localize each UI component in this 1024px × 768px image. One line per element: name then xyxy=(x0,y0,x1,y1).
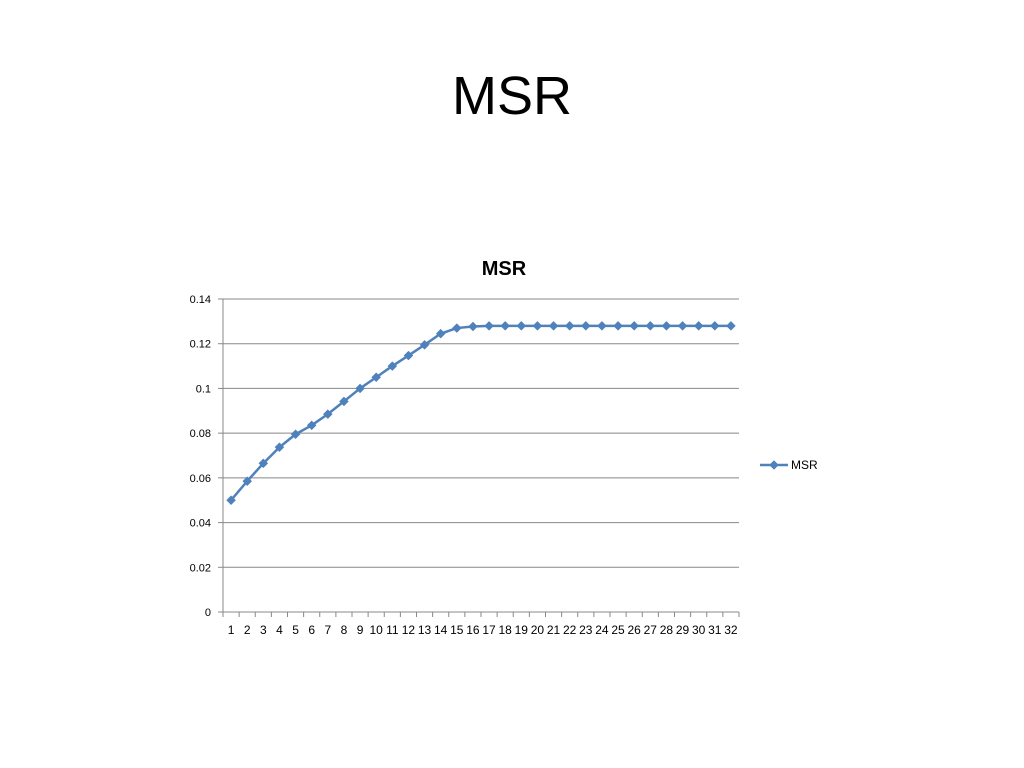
y-tick-label: 0.02 xyxy=(190,562,211,574)
x-tick-label: 13 xyxy=(418,623,432,637)
data-point xyxy=(371,372,382,383)
data-point xyxy=(564,320,575,331)
x-axis: 1 2 3 4 5 6 7 8 9 10 11 12 13 14 15 16 17 18 19 20 21 22 23 24 2… xyxy=(222,611,740,637)
x-tick-label: 19 xyxy=(515,623,529,637)
x-tick-label: 27 xyxy=(644,623,658,637)
data-point xyxy=(355,383,365,394)
data-point xyxy=(451,323,462,333)
y-tick-label: 0.08 xyxy=(190,428,211,440)
x-tick-label: 22 xyxy=(563,623,577,637)
x-tick-label: 18 xyxy=(499,623,513,637)
x-tick-label: 3 xyxy=(260,623,267,637)
x-tick-label: 26 xyxy=(628,623,642,637)
x-tick-label: 11 xyxy=(386,623,399,637)
x-tick-label: 20 xyxy=(531,623,545,637)
data-point xyxy=(258,458,269,469)
x-tick-label: 4 xyxy=(276,623,283,637)
data-point xyxy=(500,320,511,331)
data-point xyxy=(274,442,285,453)
data-point xyxy=(387,361,398,371)
x-tick-label: 15 xyxy=(450,623,464,637)
data-point xyxy=(322,409,333,419)
y-tick-label: 0.06 xyxy=(190,473,211,485)
chart-title: MSR xyxy=(482,258,527,280)
data-point xyxy=(629,320,640,331)
x-tick-label: 10 xyxy=(370,623,384,637)
x-tick-label: 1 xyxy=(228,623,235,637)
x-tick-label: 9 xyxy=(357,623,364,637)
data-point xyxy=(726,320,736,331)
y-tick-label: 0.1 xyxy=(196,383,211,395)
data-point xyxy=(613,320,623,331)
series-line-msr xyxy=(230,324,731,502)
data-point xyxy=(403,350,414,361)
data-point xyxy=(532,320,543,331)
series-layer xyxy=(226,320,736,506)
y-tick-label: 0 xyxy=(205,607,211,619)
gridlines xyxy=(223,298,739,568)
data-point xyxy=(677,320,688,331)
y-tick-label: 0.12 xyxy=(190,339,211,351)
x-tick-label: 32 xyxy=(724,623,738,637)
data-point xyxy=(693,320,704,331)
legend-label: MSR xyxy=(791,458,818,472)
data-point xyxy=(661,320,672,331)
data-point xyxy=(419,339,430,350)
y-axis: 0 0.02 0.04 0.06 0.08 0.1 0.12 0.14 xyxy=(190,294,224,619)
data-point xyxy=(645,320,656,331)
x-tick-label: 21 xyxy=(547,623,561,637)
data-point xyxy=(709,320,720,331)
data-point xyxy=(484,320,494,331)
data-point xyxy=(435,328,446,339)
x-tick-label: 31 xyxy=(708,623,722,637)
x-tick-label: 5 xyxy=(292,623,299,637)
data-point xyxy=(516,320,527,331)
legend-marker xyxy=(769,460,779,470)
x-tick-label: 8 xyxy=(341,623,348,637)
y-tick-label: 0.14 xyxy=(190,294,211,306)
data-point xyxy=(580,320,591,331)
legend: MSR xyxy=(760,458,818,472)
x-tick-label: 29 xyxy=(676,623,690,637)
x-tick-label: 25 xyxy=(611,623,625,637)
slide-title: MSR xyxy=(452,66,572,126)
x-tick-label: 12 xyxy=(402,623,416,637)
x-tick-label: 30 xyxy=(692,623,706,637)
x-tick-label: 23 xyxy=(579,623,593,637)
x-tick-label: 6 xyxy=(308,623,315,637)
data-point xyxy=(468,321,478,332)
x-tick-label: 14 xyxy=(434,623,448,637)
data-point xyxy=(290,429,301,440)
data-point xyxy=(548,320,559,331)
data-point xyxy=(597,320,607,331)
y-tick-label: 0.04 xyxy=(190,518,211,530)
x-tick-label: 16 xyxy=(466,623,480,637)
data-point xyxy=(339,396,349,407)
x-tick-label: 7 xyxy=(324,623,331,637)
data-point xyxy=(242,476,253,487)
x-tick-label: 2 xyxy=(244,623,251,637)
x-tick-label: 24 xyxy=(595,623,609,637)
x-tick-label: 17 xyxy=(482,623,496,637)
data-point xyxy=(306,420,317,431)
x-tick-label: 28 xyxy=(660,623,674,637)
data-point xyxy=(226,495,236,506)
